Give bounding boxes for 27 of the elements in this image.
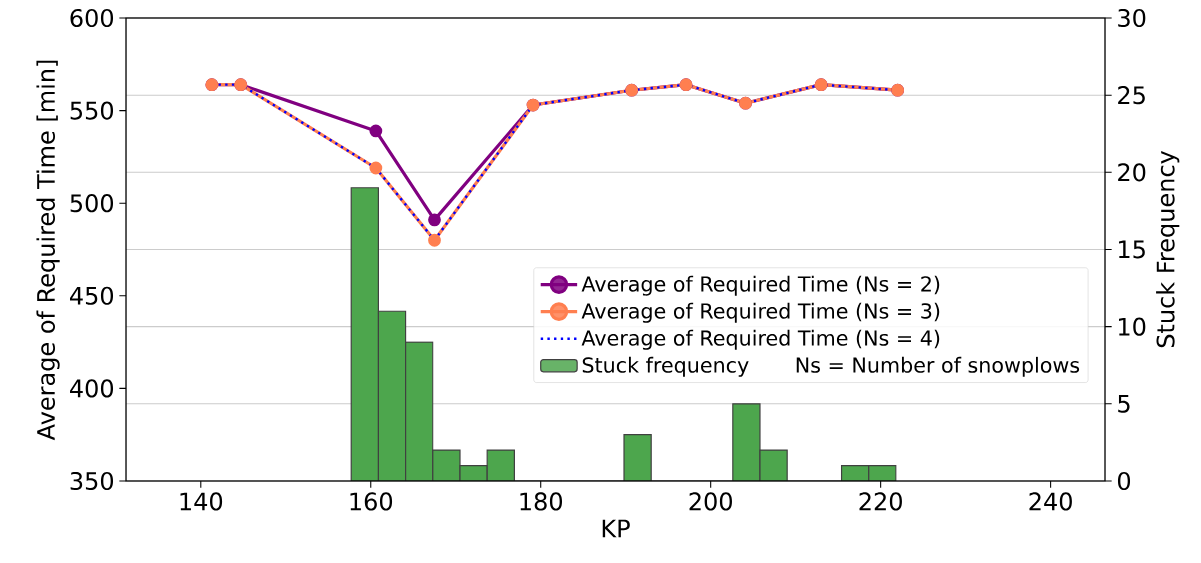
x-tick-label: 200 [689,492,732,511]
y-tick-label: 400 [70,379,114,398]
y-axis-title: Average of Required Time [min] [36,60,60,441]
y2-tick-label: 5 [1118,394,1130,413]
y-tick-label: 550 [70,101,114,120]
legend-label: Average of Required Time (Ns = 4) [581,329,940,350]
x-axis-title: KP [602,519,630,538]
y2-tick-label: 30 [1118,8,1146,28]
legend-label: Average of Required Time (Ns = 3) [581,302,940,323]
y2-axis-title: Stuck Frequency [1156,150,1180,348]
x-tick-label: 220 [859,492,902,511]
y-tick-label: 500 [70,194,114,213]
y2-tick-label: 15 [1119,240,1145,259]
x-tick-label: 240 [1029,492,1072,511]
y2-tick-label: 25 [1118,86,1145,105]
y-tick-label: 600 [70,8,114,28]
y-tick-label: 450 [70,286,114,305]
x-tick-label: 160 [350,492,393,511]
y2-tick-label: 0 [1117,471,1131,491]
y2-tick-label: 10 [1119,317,1146,336]
x-tick-label: 180 [520,492,563,511]
legend-label: Stuck frequency [582,356,749,377]
annotation: Ns = Number of snowplows [796,356,1080,377]
legend-label: Average of Required Time (Ns = 2) [581,275,940,296]
x-tick-label: 140 [180,492,223,511]
y-tick-label: 350 [70,471,114,491]
y2-tick-label: 20 [1118,163,1146,182]
